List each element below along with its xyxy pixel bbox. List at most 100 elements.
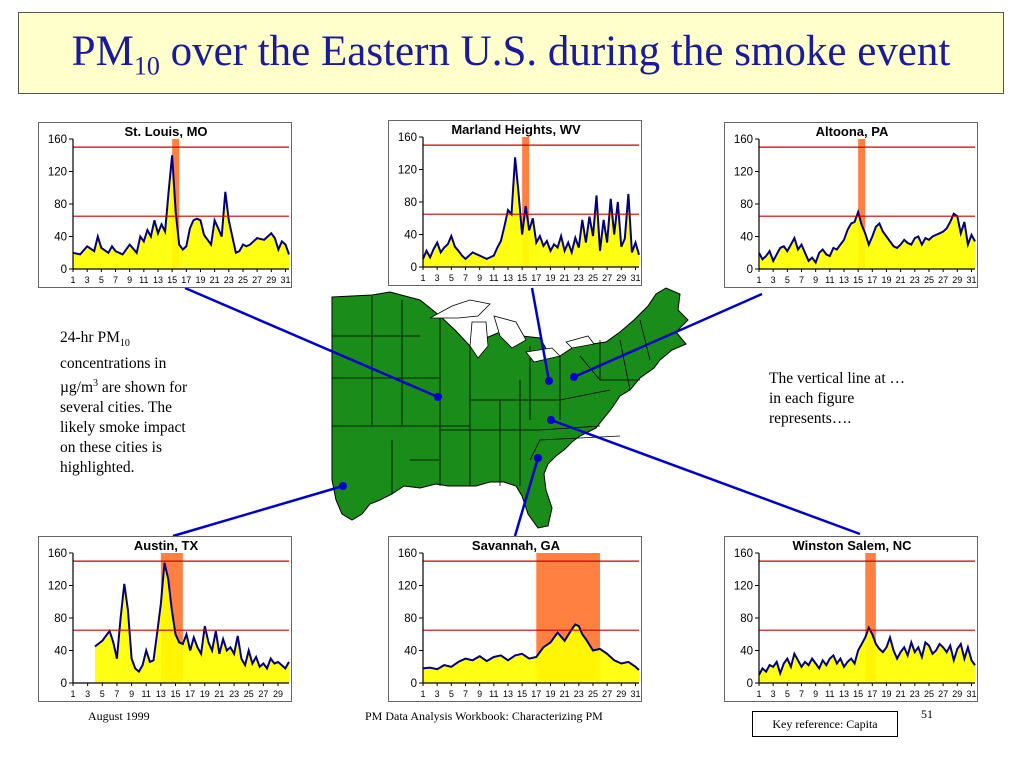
pm10-series-line [422, 623, 640, 671]
x-tick-label: 29 [952, 689, 962, 699]
connector-st-louis [184, 286, 439, 399]
x-tick-label: 3 [85, 689, 90, 699]
left-text-subscript: 10 [119, 338, 130, 350]
pm10-area [423, 157, 639, 267]
x-tick-label: 27 [252, 275, 262, 285]
chart-panel-altoona: Altoona, PA 0 40 80 120 160 1 3 5 7 9 11 13 15 17 19 21 2… [724, 122, 978, 288]
y-tick-label: 40 [54, 646, 67, 658]
x-tick-label: 17 [531, 273, 541, 283]
x-tick-label: 21 [560, 689, 570, 699]
x-tick-label: 21 [210, 275, 220, 285]
city-dot-marland-heights [545, 377, 553, 385]
x-tick-label: 13 [839, 275, 849, 285]
y-tick-label: 120 [398, 581, 417, 593]
x-tick-label: 9 [129, 689, 134, 699]
y-tick-label: 120 [48, 167, 67, 179]
x-tick-label: 19 [200, 689, 210, 699]
x-tick-label: 5 [785, 275, 790, 285]
left-text-line: concentrations in [60, 355, 167, 373]
x-tick-label: 31 [966, 689, 976, 699]
x-tick-label: 15 [517, 689, 527, 699]
x-tick-label: 15 [853, 689, 863, 699]
x-tick-label: 3 [435, 689, 440, 699]
x-tick-label: 25 [924, 689, 934, 699]
y-tick-label: 40 [740, 232, 753, 244]
x-tick-label: 27 [938, 275, 948, 285]
connector-savannah [513, 457, 540, 537]
city-dot-savannah [534, 454, 542, 462]
x-tick-label: 11 [825, 275, 834, 285]
title-box: PM10 over the Eastern U.S. during the sm… [18, 12, 1004, 94]
x-tick-label: 31 [630, 273, 640, 283]
y-tick-label: 0 [411, 678, 417, 690]
left-text-superscript: 3 [93, 378, 99, 390]
chart-title: Savannah, GA [472, 538, 561, 553]
x-tick-label: 3 [435, 273, 440, 283]
x-tick-label: 11 [825, 689, 834, 699]
x-tick-label: 17 [531, 689, 541, 699]
city-dot-st-louis [434, 393, 442, 401]
right-description: The vertical line at … in each figure re… [769, 369, 959, 429]
y-tick-label: 80 [740, 613, 753, 625]
connector-altoona [573, 292, 763, 379]
x-tick-label: 7 [463, 689, 468, 699]
y-tick-label: 160 [398, 132, 417, 144]
x-tick-label: 27 [602, 689, 612, 699]
chart-panel-austin: Austin, TX 0 40 80 120 160 1 3 5 7 9 11 13 15 17 19 21 23… [38, 536, 292, 702]
x-tick-label: 23 [574, 273, 584, 283]
x-tick-label: 15 [171, 689, 181, 699]
pm10-area [759, 627, 975, 683]
x-tick-label: 25 [924, 275, 934, 285]
footer-center: PM Data Analysis Workbook: Characterizin… [365, 709, 603, 723]
x-tick-label: 3 [771, 689, 776, 699]
x-tick-label: 9 [127, 275, 132, 285]
x-tick-label: 11 [489, 273, 498, 283]
x-tick-label: 21 [560, 273, 570, 283]
x-tick-label: 29 [273, 689, 283, 699]
x-tick-label: 7 [114, 689, 119, 699]
x-tick-label: 1 [70, 689, 75, 699]
y-tick-label: 0 [61, 264, 67, 276]
chart-panel-winston-salem: Winston Salem, NC 0 40 80 120 160 1 3 5 7 9 11 13 15 1… [724, 536, 978, 702]
x-tick-label: 13 [153, 275, 163, 285]
title-rest: over the Eastern U.S. during the smoke e… [159, 28, 951, 75]
x-tick-label: 7 [113, 275, 118, 285]
x-tick-label: 3 [771, 275, 776, 285]
y-tick-label: 40 [740, 646, 753, 658]
y-tick-label: 160 [734, 134, 753, 146]
left-text-line: on these cities is [60, 439, 163, 457]
y-tick-label: 120 [398, 165, 417, 177]
connector-marland-heights [530, 287, 551, 382]
x-tick-label: 13 [503, 273, 513, 283]
x-tick-label: 5 [449, 689, 454, 699]
y-tick-label: 40 [404, 230, 417, 242]
x-tick-label: 7 [799, 689, 804, 699]
y-tick-label: 120 [734, 581, 753, 593]
pm10-series-line [94, 562, 290, 674]
chart-title: Marland Heights, WV [451, 122, 581, 137]
left-text-line: highlighted. [60, 459, 135, 477]
x-tick-label: 29 [952, 275, 962, 285]
x-tick-label: 1 [420, 689, 425, 699]
x-tick-label: 27 [602, 273, 612, 283]
x-tick-label: 15 [517, 273, 527, 283]
pm10-series-line [758, 208, 976, 265]
y-tick-label: 160 [734, 548, 753, 560]
chart-panel-savannah: Savannah, GA 0 40 80 120 160 1 3 5 7 9 11 13 15 17 19 21… [388, 536, 642, 702]
x-tick-label: 11 [139, 275, 148, 285]
y-tick-label: 40 [404, 646, 417, 658]
x-tick-label: 5 [449, 273, 454, 283]
x-tick-label: 19 [881, 689, 891, 699]
x-tick-label: 3 [85, 275, 90, 285]
left-description: 24-hr PM10 concentrations in µg/m3 are s… [60, 328, 235, 478]
city-dots [339, 373, 578, 490]
x-tick-label: 15 [853, 275, 863, 285]
x-tick-label: 17 [181, 275, 191, 285]
x-tick-label: 13 [156, 689, 166, 699]
x-tick-label: 21 [896, 275, 906, 285]
x-tick-label: 23 [224, 275, 234, 285]
